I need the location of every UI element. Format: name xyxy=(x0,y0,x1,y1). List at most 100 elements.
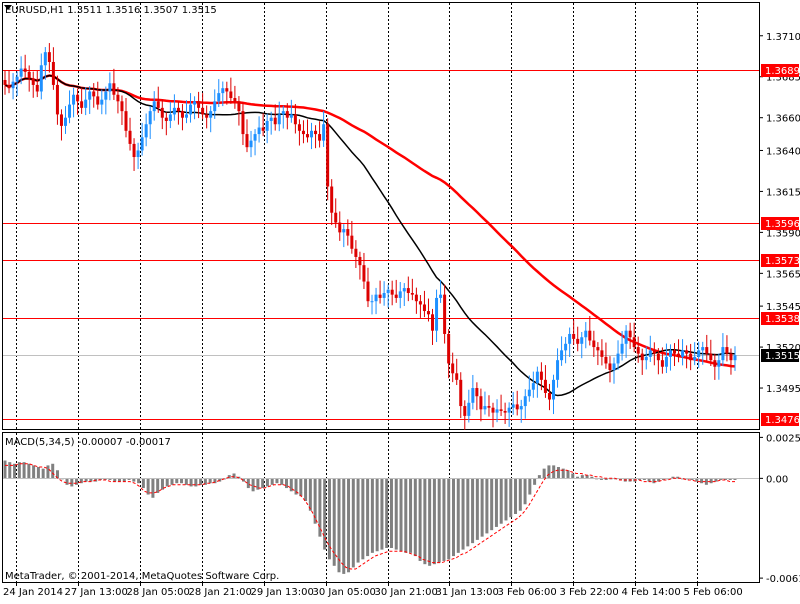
macd-bar xyxy=(404,478,408,553)
current-price-tag: 1.3515 xyxy=(761,349,800,362)
macd-bar xyxy=(141,478,145,489)
macd-bar xyxy=(690,478,694,480)
current-price-label: 1.3515 xyxy=(765,351,800,362)
macd-bar xyxy=(485,478,489,534)
macd-bar xyxy=(313,478,317,524)
candle-body xyxy=(604,356,608,364)
candle-body xyxy=(656,353,660,361)
macd-bar xyxy=(447,478,451,560)
macd-bar xyxy=(494,478,498,527)
macd-bar xyxy=(409,478,413,553)
time-tick-label: 4 Feb 14:00 xyxy=(622,587,681,598)
candle-body xyxy=(47,52,51,62)
macd-bar xyxy=(566,470,570,479)
candle-body xyxy=(96,96,100,105)
macd-bar xyxy=(618,478,622,480)
macd-bar xyxy=(13,463,17,479)
candle-body xyxy=(148,111,152,125)
macd-bar xyxy=(466,478,470,547)
candle-body xyxy=(374,294,378,302)
time-tick-label: 3 Feb 22:00 xyxy=(560,587,619,598)
macd-bar xyxy=(199,478,203,485)
macd-bar xyxy=(380,478,384,550)
macd-bar xyxy=(585,475,589,479)
chart-menu-triangle-icon[interactable] xyxy=(4,5,12,10)
time-tick-label: 31 Jan 13:00 xyxy=(436,587,499,598)
macd-bar xyxy=(318,478,322,537)
candle-body xyxy=(132,143,136,158)
macd-bar xyxy=(151,478,155,498)
candle-body xyxy=(689,353,693,361)
time-tick-label: 28 Jan 05:00 xyxy=(127,587,190,598)
candle-body xyxy=(713,360,717,367)
macd-bar xyxy=(304,478,308,502)
macd-bar xyxy=(275,478,279,484)
candle-body xyxy=(426,311,430,315)
time-tick-label: 29 Jan 13:00 xyxy=(251,587,314,598)
candles xyxy=(3,43,737,430)
candle-body xyxy=(164,117,168,121)
time-tick-label: 5 Feb 06:00 xyxy=(684,587,743,598)
macd-bar xyxy=(561,468,565,479)
candle-body xyxy=(88,91,92,100)
macd-bar xyxy=(471,478,475,544)
candle-body xyxy=(584,330,588,338)
macd-bar xyxy=(65,478,69,485)
macd-bar xyxy=(36,467,40,479)
macd-bar xyxy=(432,478,436,565)
candle-body xyxy=(673,350,677,354)
macd-bar xyxy=(251,478,255,492)
macd-tick-label: 0.00253 xyxy=(766,433,800,444)
macd-bar xyxy=(137,478,141,484)
candle-body xyxy=(213,101,217,112)
candle-body xyxy=(382,293,386,298)
candle-body xyxy=(245,134,249,148)
macd-bar xyxy=(423,478,427,565)
candle-body xyxy=(523,396,527,407)
candle-body xyxy=(370,301,374,303)
candle-body xyxy=(596,347,600,351)
macd-bar xyxy=(604,478,608,480)
macd-bar xyxy=(22,462,26,479)
chart-header-ohlc: EURUSD,H1 1.3511 1.3516 1.3507 1.3515 xyxy=(5,5,217,16)
macd-bar xyxy=(160,478,164,490)
candle-body xyxy=(338,222,342,233)
candle-body xyxy=(487,406,491,408)
candle-body xyxy=(205,114,209,118)
macd-bar xyxy=(189,478,193,487)
macd-bar xyxy=(709,478,713,484)
candle-body xyxy=(479,396,483,410)
candle-body xyxy=(229,91,233,99)
candle-body xyxy=(701,347,705,351)
macd-bar xyxy=(728,478,732,480)
ma-slow-line xyxy=(4,74,736,368)
macd-bar xyxy=(428,478,432,566)
candle-body xyxy=(608,363,612,371)
price-axis: 1.37101.36851.36601.36401.36151.35901.35… xyxy=(759,32,800,395)
candle-body xyxy=(471,388,475,403)
candle-body xyxy=(180,111,184,118)
macd-bar xyxy=(580,475,584,479)
macd-bar xyxy=(504,478,508,521)
candle-body xyxy=(475,388,479,397)
candle-body xyxy=(640,353,644,361)
candle-body xyxy=(515,404,519,410)
candle-body xyxy=(152,101,156,112)
candle-body xyxy=(112,83,116,95)
candle-body xyxy=(43,52,47,66)
candle-body xyxy=(193,101,197,105)
candle-body xyxy=(588,330,592,341)
time-tick-label: 24 Jan 2014 xyxy=(3,587,63,598)
candle-body xyxy=(257,127,261,135)
macd-bar xyxy=(79,478,83,484)
candle-body xyxy=(120,101,124,112)
macd-bar xyxy=(537,475,541,479)
candle-body xyxy=(547,392,551,400)
level-tag-box xyxy=(761,64,799,77)
price-tick-label: 1.3660 xyxy=(766,114,800,125)
macd-bar xyxy=(270,478,274,485)
macd-bar xyxy=(556,467,560,479)
macd-bar xyxy=(208,478,212,484)
